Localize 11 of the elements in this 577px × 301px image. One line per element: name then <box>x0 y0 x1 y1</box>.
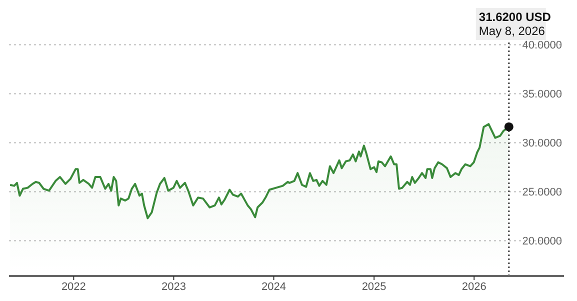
y-tick-label: 20.0000 <box>522 236 562 248</box>
x-tick-label: 2026 <box>462 280 486 293</box>
y-tick-label: 25.0000 <box>522 186 562 199</box>
x-tick-label: 2022 <box>61 280 86 293</box>
annotation: 31.6200 USD May 8, 2026 <box>478 10 552 38</box>
x-tick-label: 2024 <box>262 280 286 293</box>
y-tick-label: 35.0000 <box>522 88 562 101</box>
x-tick-label: 2023 <box>161 280 186 293</box>
y-tick-label: 30.0000 <box>522 138 562 150</box>
x-tick-label: 2025 <box>362 280 386 293</box>
y-tick-label: 40.0000 <box>522 40 562 52</box>
